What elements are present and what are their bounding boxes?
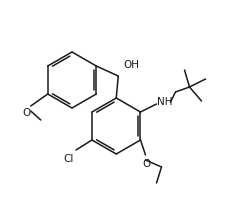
Text: Cl: Cl bbox=[64, 154, 74, 164]
Text: O: O bbox=[142, 159, 151, 169]
Text: NH: NH bbox=[158, 97, 173, 107]
Text: OH: OH bbox=[123, 60, 139, 70]
Text: O: O bbox=[23, 108, 31, 118]
